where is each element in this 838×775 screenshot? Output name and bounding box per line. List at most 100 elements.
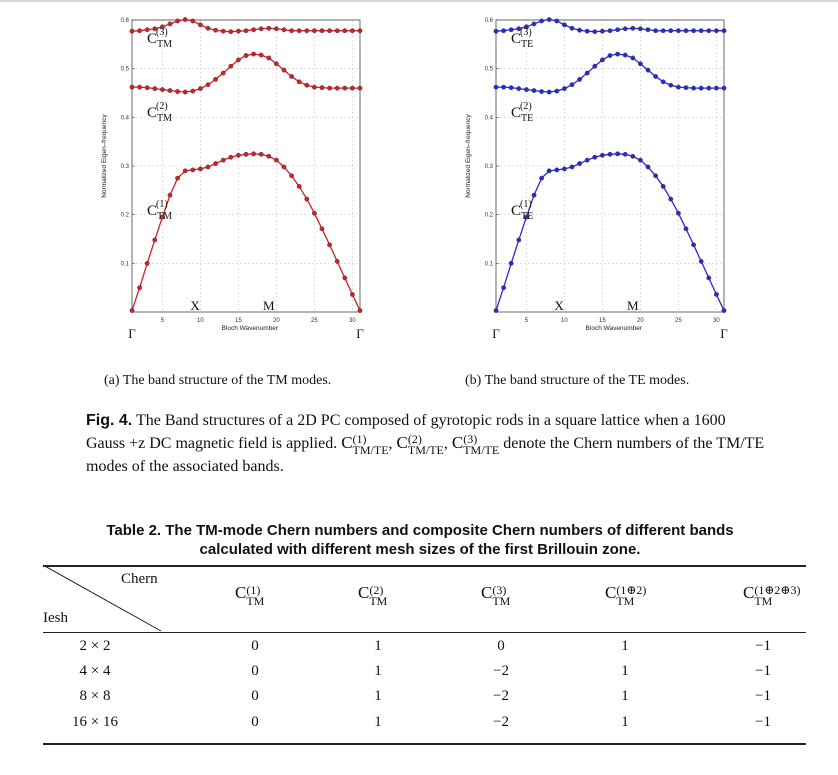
band-data-point (167, 21, 173, 27)
band-data-point (129, 28, 135, 34)
band-data-point (205, 25, 211, 31)
x-tick-label: 15 (235, 318, 242, 324)
band-data-point (584, 28, 590, 34)
table-cell: 0 (251, 688, 259, 704)
band-line-1 (495, 153, 725, 311)
x-tick-label: 20 (637, 318, 644, 324)
band-data-point (334, 28, 340, 34)
x-axis-label: Bloch Wavenumber (222, 325, 279, 332)
band-data-point (546, 168, 552, 174)
band-data-point (167, 88, 173, 93)
band-data-point (630, 25, 636, 31)
band-data-point (137, 285, 142, 291)
band-data-point (577, 76, 583, 82)
band-data-point (175, 18, 181, 24)
band-line-1 (131, 153, 361, 311)
band-data-point (235, 28, 241, 34)
band-data-point (296, 184, 302, 189)
column-header-2: C (2) TM (358, 583, 387, 607)
band-data-point (251, 151, 257, 157)
band-data-point (531, 88, 537, 93)
svg-text:C: C (511, 203, 521, 219)
band-data-point (554, 88, 560, 94)
band-data-point (311, 28, 317, 34)
band-data-point (569, 82, 575, 88)
band-data-point (327, 85, 333, 91)
band-data-point (205, 82, 211, 88)
plot-frame (495, 19, 725, 313)
band-data-point (213, 27, 219, 33)
x-tick-label: 10 (197, 318, 204, 324)
band-data-point (683, 226, 689, 232)
band-data-point (243, 151, 249, 157)
band-data-point (508, 85, 514, 91)
band-data-point (569, 164, 575, 170)
band-data-point (182, 17, 188, 22)
band-data-point (258, 26, 264, 32)
band-data-point (334, 85, 340, 91)
subcaption-b: (b) The band structure of the TE modes. (465, 373, 690, 388)
band-chart-svg: 0.1 0.2 0.3 0.4 0.5 0.6 5 10 15 20 25 30 Bloch Waven… (465, 17, 728, 341)
row-mesh-label: 4 × 4 (79, 663, 111, 679)
band-data-point (304, 82, 310, 88)
x-tick-label: 10 (561, 318, 568, 324)
band-data-point (653, 74, 659, 79)
symmetry-point-label: X (554, 298, 564, 313)
band-data-point (683, 28, 689, 34)
band-data-point (630, 55, 636, 61)
band-data-point (721, 28, 727, 34)
band-data-point (607, 151, 613, 157)
band-line-2 (496, 53, 724, 93)
band-data-point (637, 26, 643, 32)
band-data-point (152, 237, 158, 243)
band-data-point (129, 84, 135, 90)
band-data-point (675, 84, 681, 90)
band-data-point (304, 196, 310, 202)
band-data-point (258, 151, 264, 157)
band-data-point (691, 242, 697, 248)
band-data-point (569, 25, 575, 31)
svg-text:C: C (511, 105, 521, 121)
chern-symbol: C (605, 583, 617, 602)
y-tick-label: 0.5 (485, 67, 494, 73)
band-data-point (228, 63, 234, 69)
band-data-point (311, 84, 317, 90)
column-header-1: C (1) TM (235, 583, 264, 607)
column-header-5: C (1⊕2⊕3) TM (743, 583, 800, 607)
y-tick-label: 0.2 (485, 213, 494, 219)
y-tick-label: 0.2 (121, 213, 130, 219)
band-data-point (577, 161, 583, 166)
symmetry-point-label: Γ (492, 326, 500, 341)
band-data-point (592, 63, 598, 69)
symmetry-point-label: Γ (720, 326, 728, 341)
svg-text:C: C (511, 31, 521, 47)
symmetry-point-label: Γ (356, 326, 364, 341)
svg-text:TE: TE (521, 39, 533, 50)
band-data-point (144, 27, 150, 33)
band-data-point (508, 27, 514, 33)
band-data-point (691, 85, 697, 91)
band-data-point (539, 18, 545, 24)
svg-text:TE: TE (521, 113, 533, 124)
band-data-point (622, 26, 628, 32)
band-data-point (713, 28, 719, 34)
band-data-point (501, 285, 506, 291)
band-data-point (615, 27, 621, 33)
band-data-point (493, 84, 499, 90)
figure-label: Fig. 4. (86, 412, 133, 429)
band-data-point (357, 308, 363, 313)
header-mesh: Iesh (43, 610, 68, 626)
y-tick-label: 0.4 (121, 115, 130, 121)
chern-symbol-2: C (396, 433, 408, 452)
table-cell: −1 (755, 688, 771, 704)
band-data-point (637, 61, 643, 67)
band-data-point (501, 28, 506, 34)
band-data-point (198, 86, 203, 92)
band-data-point (357, 85, 363, 91)
band-data-point (706, 28, 712, 34)
band-label-2: C(2)TM (147, 101, 172, 124)
table-caption-line1: Table 2. The TM-mode Chern numbers and c… (106, 522, 734, 539)
band-data-point (554, 18, 560, 24)
band-data-point (668, 28, 674, 34)
svg-text:TM: TM (157, 211, 172, 222)
